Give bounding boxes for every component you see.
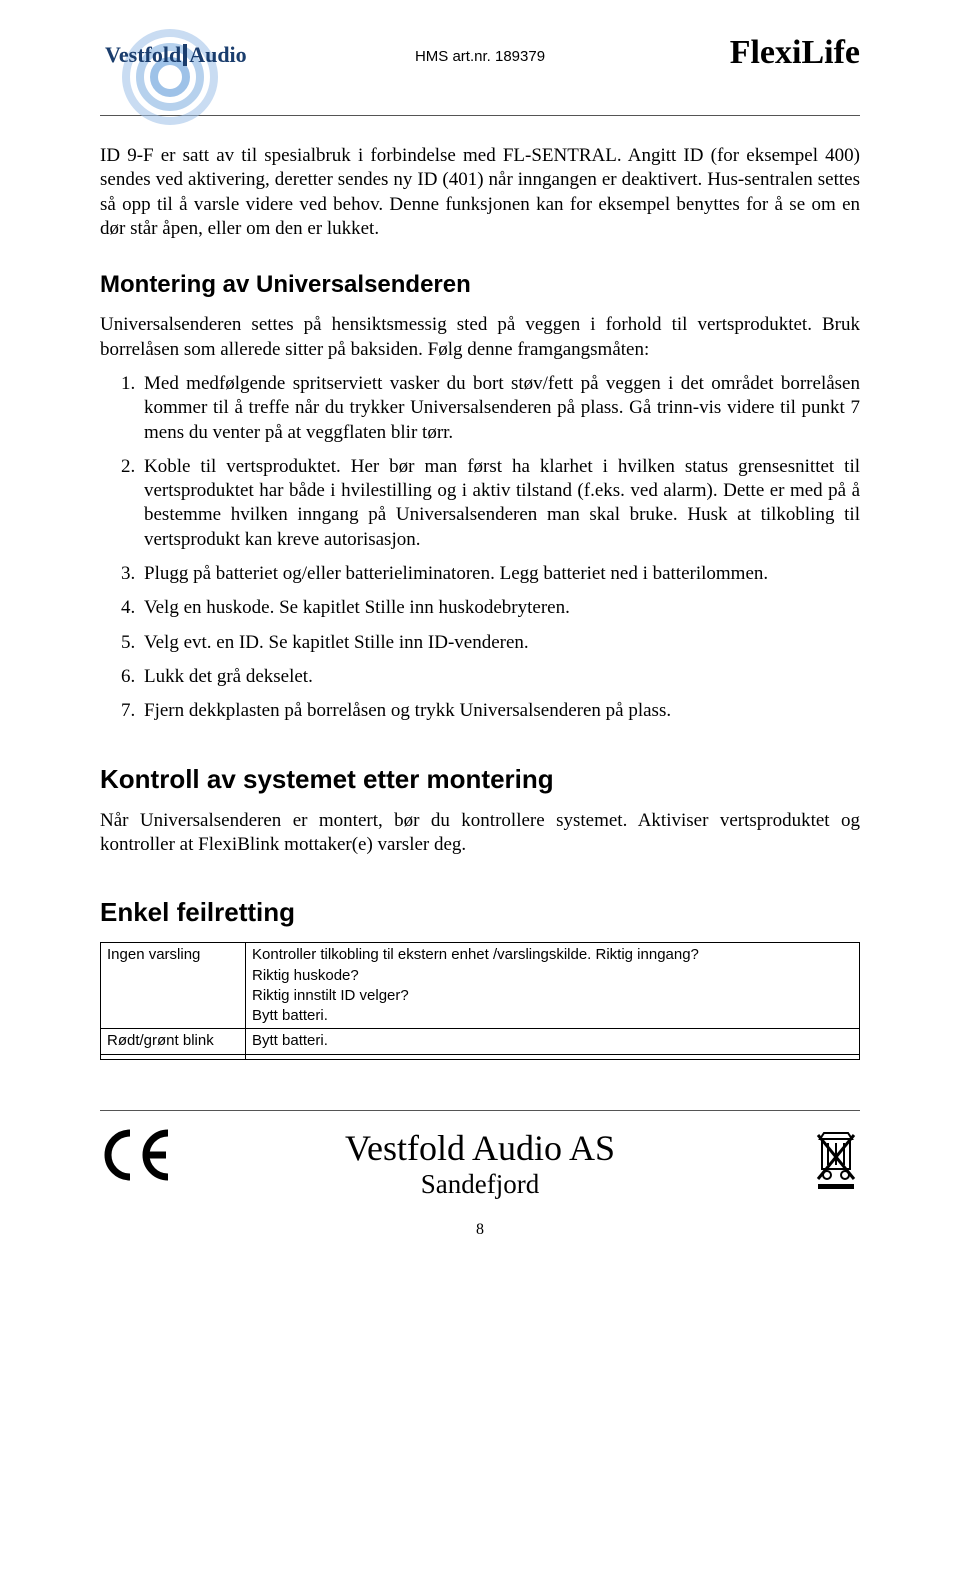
step-1: Med medfølgende spritserviett vasker du … xyxy=(140,372,860,445)
section-title-kontroll: Kontroll av systemet etter montering xyxy=(100,764,860,795)
trouble-symptom: Rødt/grønt blink xyxy=(101,1029,246,1054)
footer-company: Vestfold Audio AS xyxy=(345,1127,615,1169)
page-header: Vestfold Audio HMS art.nr. 189379 FlexiLi… xyxy=(100,20,860,90)
ce-mark-icon xyxy=(100,1127,180,1196)
section-title-montering: Montering av Universalsenderen xyxy=(100,271,860,299)
product-title: FlexiLife xyxy=(730,34,860,72)
step-5: Velg evt. en ID. Se kapitlet Stille inn … xyxy=(140,631,860,655)
step-3: Plugg på batteriet og/eller batterielimi… xyxy=(140,562,860,586)
step-7: Fjern dekkplasten på borrelåsen og trykk… xyxy=(140,699,860,723)
montering-steps: Med medfølgende spritserviett vasker du … xyxy=(100,372,860,724)
trouble-symptom xyxy=(101,1054,246,1059)
montering-intro: Universalsenderen settes på hensiktsmess… xyxy=(100,313,860,362)
page-number: 8 xyxy=(100,1221,860,1239)
footer-city: Sandefjord xyxy=(345,1169,615,1200)
step-6: Lukk det grå dekselet. xyxy=(140,665,860,689)
page-footer: Vestfold Audio AS Sandefjord xyxy=(100,1119,860,1209)
table-row xyxy=(101,1054,860,1059)
trouble-action: Bytt batteri. xyxy=(246,1029,860,1054)
step-2: Koble til vertsproduktet. Her bør man fø… xyxy=(140,455,860,552)
logo: Vestfold Audio xyxy=(100,42,247,68)
logo-text: Vestfold Audio xyxy=(105,42,247,68)
intro-paragraph: ID 9-F er satt av til spesialbruk i forb… xyxy=(100,144,860,241)
footer-divider xyxy=(100,1110,860,1111)
logo-word-1: Vestfold xyxy=(105,42,181,67)
kontroll-body: Når Universalsenderen er montert, bør du… xyxy=(100,809,860,858)
trouble-action xyxy=(246,1054,860,1059)
header-article-number: HMS art.nr. 189379 xyxy=(415,48,545,65)
step-4: Velg en huskode. Se kapitlet Stille inn … xyxy=(140,596,860,620)
section-title-feilretting: Enkel feilretting xyxy=(100,897,860,928)
trouble-action: Kontroller tilkobling til ekstern enhet … xyxy=(246,943,860,1029)
footer-company-block: Vestfold Audio AS Sandefjord xyxy=(345,1127,615,1200)
trouble-symptom: Ingen varsling xyxy=(101,943,246,1029)
troubleshoot-table: Ingen varsling Kontroller tilkobling til… xyxy=(100,942,860,1059)
table-row: Ingen varsling Kontroller tilkobling til… xyxy=(101,943,860,1029)
table-row: Rødt/grønt blink Bytt batteri. xyxy=(101,1029,860,1054)
logo-word-2: Audio xyxy=(189,42,246,67)
weee-bin-icon xyxy=(812,1129,860,1196)
